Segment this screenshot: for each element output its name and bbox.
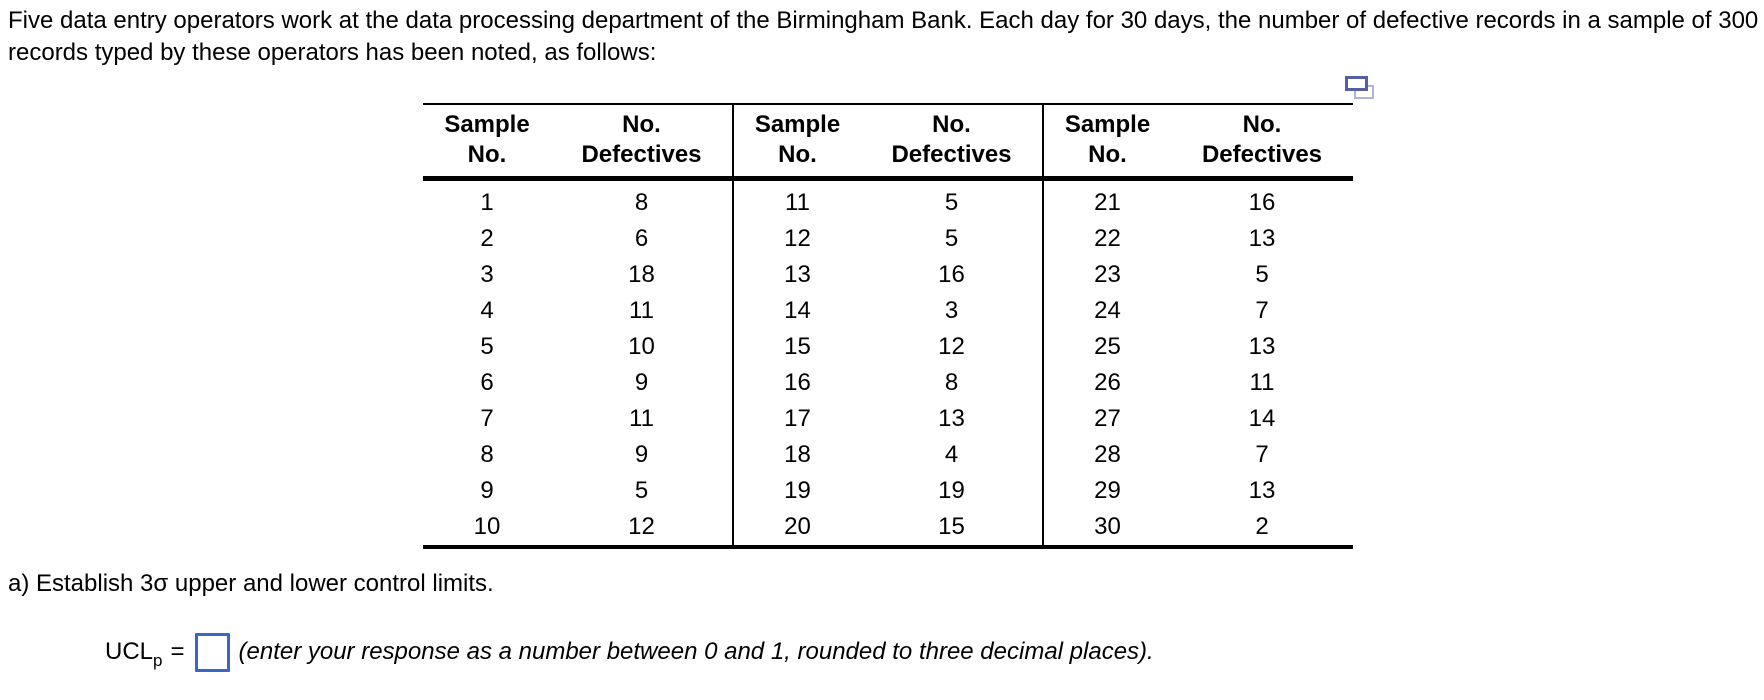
table-cell: 7 — [1255, 297, 1269, 324]
table-cell: 9 — [634, 441, 649, 468]
table-cell: 14 — [732, 293, 861, 329]
table-cell: 30 — [1042, 509, 1171, 547]
table-cell: 9 — [634, 369, 649, 396]
ucl-subscript: p — [153, 651, 163, 670]
table-cell: 11 — [1249, 369, 1275, 396]
table-cell: 12 — [938, 333, 965, 360]
table-cell: 26 — [1042, 365, 1171, 401]
table-cell: 6 — [480, 369, 494, 396]
col-header-no-defectives: No. Defectives — [551, 104, 733, 181]
table-cell: 8 — [480, 441, 494, 468]
table-row: 7 11 17 13 27 14 — [423, 401, 1353, 437]
table-cell: 10 — [473, 513, 501, 540]
col-header-no-defectives: No. Defectives — [861, 104, 1043, 181]
table-cell: 23 — [1042, 257, 1171, 293]
answer-format-hint: (enter your response as a number between… — [238, 638, 1154, 665]
table-cell: 19 — [938, 477, 965, 504]
copy-icon[interactable] — [1345, 76, 1375, 100]
col-header-sample-no: Sample No. — [732, 104, 861, 181]
table-cell: 13 — [1248, 333, 1276, 360]
table-cell: 11 — [629, 405, 654, 432]
table-cell: 24 — [1042, 293, 1171, 329]
table-cell: 5 — [944, 189, 959, 216]
table-cell: 21 — [1042, 178, 1171, 221]
table-cell: 22 — [1042, 221, 1171, 257]
table-cell: 3 — [480, 261, 494, 288]
table-cell: 15 — [938, 513, 965, 540]
table-cell: 16 — [732, 365, 861, 401]
table-cell: 9 — [480, 477, 494, 504]
table-row: 10 12 20 15 30 2 — [423, 509, 1353, 547]
table-cell: 2 — [1255, 513, 1269, 540]
table-row: 1 8 11 5 21 16 — [423, 178, 1353, 221]
table-cell: 8 — [944, 369, 959, 396]
table-cell: 10 — [628, 333, 655, 360]
table-cell: 7 — [1255, 441, 1269, 468]
table-cell: 17 — [732, 401, 861, 437]
table-cell: 25 — [1042, 329, 1171, 365]
table-cell: 16 — [938, 261, 965, 288]
table-cell: 13 — [1248, 477, 1276, 504]
table-cell: 11 — [732, 178, 861, 221]
table-cell: 13 — [938, 405, 965, 432]
table-cell: 16 — [1248, 189, 1276, 216]
table-row: 6 9 16 8 26 11 — [423, 365, 1353, 401]
table-row: 2 6 12 5 22 13 — [423, 221, 1353, 257]
ucl-answer-row: UCLp = (enter your response as a number … — [105, 630, 1154, 674]
table-row: 5 10 15 12 25 13 — [423, 329, 1353, 365]
table-row: 8 9 18 4 28 7 — [423, 437, 1353, 473]
table-row: 4 11 14 3 24 7 — [423, 293, 1353, 329]
table-cell: 13 — [732, 257, 861, 293]
table-cell: 12 — [732, 221, 861, 257]
ucl-answer-input[interactable] — [194, 632, 230, 672]
table-cell: 18 — [732, 437, 861, 473]
part-a-instruction: a) Establish 3σ upper and lower control … — [8, 570, 494, 597]
table-cell: 2 — [480, 225, 494, 252]
copy-icon-front-rect — [1345, 76, 1368, 91]
table-cell: 14 — [1248, 405, 1276, 432]
table-cell: 5 — [1255, 261, 1269, 288]
table-cell: 1 — [480, 189, 494, 216]
col-header-no-defectives: No. Defectives — [1171, 104, 1353, 181]
col-header-sample-no: Sample No. — [423, 104, 551, 181]
question-text: Five data entry operators work at the da… — [8, 7, 1759, 66]
table-cell: 8 — [634, 189, 649, 216]
table-cell: 29 — [1042, 473, 1171, 509]
table-cell: 13 — [1248, 225, 1276, 252]
defectives-table: Sample No. No. Defectives Sample No. No. Def… — [423, 103, 1353, 549]
table-cell: 6 — [634, 225, 649, 252]
table-cell: 20 — [732, 509, 861, 547]
equals-sign: = — [170, 638, 185, 665]
table-cell: 5 — [634, 477, 649, 504]
table-header-row: Sample No. No. Defectives Sample No. No. Def… — [423, 104, 1353, 181]
table-cell: 7 — [480, 405, 494, 432]
table-row: 3 18 13 16 23 5 — [423, 257, 1353, 293]
table-cell: 4 — [480, 297, 494, 324]
table-cell: 27 — [1042, 401, 1171, 437]
table-cell: 19 — [732, 473, 861, 509]
table-cell: 12 — [628, 513, 655, 540]
col-header-sample-no: Sample No. — [1042, 104, 1171, 181]
table-cell: 4 — [944, 441, 959, 468]
table-cell: 28 — [1042, 437, 1171, 473]
table-cell: 18 — [628, 261, 655, 288]
table-cell: 3 — [944, 297, 959, 324]
table-cell: 5 — [944, 225, 959, 252]
table-cell: 11 — [629, 297, 654, 324]
ucl-label: UCLp — [105, 638, 163, 670]
table-cell: 5 — [480, 333, 494, 360]
table-cell: 15 — [732, 329, 861, 365]
table-row: 9 5 19 19 29 13 — [423, 473, 1353, 509]
